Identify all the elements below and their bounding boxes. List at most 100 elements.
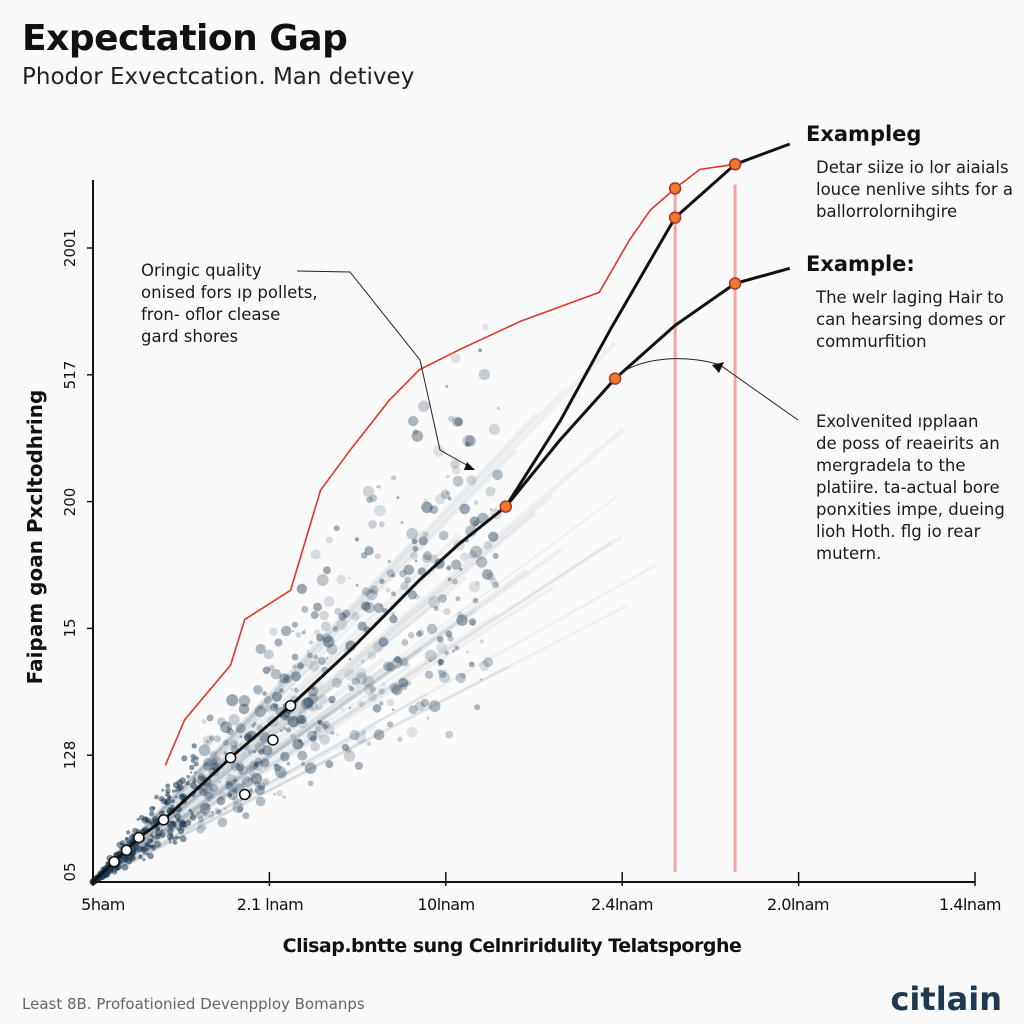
scatter-point — [309, 640, 314, 645]
scatter-point — [321, 720, 330, 729]
scatter-point — [363, 683, 375, 695]
scatter-point — [253, 762, 259, 767]
scatter-point — [223, 751, 228, 755]
scatter-point — [211, 767, 216, 771]
x-tick-label: 1.4lnam — [939, 895, 1001, 914]
scatter-point — [314, 629, 321, 636]
scatter-point — [322, 635, 335, 648]
scatter-point — [271, 691, 283, 702]
scatter-point — [148, 820, 153, 825]
scatter-point — [415, 701, 426, 712]
scatter-point — [341, 708, 344, 711]
scatter-point — [251, 723, 256, 728]
scatter-point — [280, 625, 292, 637]
scatter-point — [413, 593, 420, 600]
scatter-point — [444, 650, 449, 656]
scatter-point — [422, 553, 432, 563]
scatter-point — [199, 788, 208, 797]
scatter-point — [253, 685, 263, 695]
scatter-point — [454, 417, 464, 427]
fan-ray — [91, 568, 529, 884]
scatter-point — [446, 565, 452, 571]
scatter-point — [361, 659, 365, 664]
scatter-point — [378, 521, 385, 528]
scatter-point — [410, 551, 419, 560]
scatter-point — [218, 780, 221, 784]
scatter-point — [447, 577, 452, 582]
scatter-point — [227, 773, 231, 777]
scatter-point — [348, 706, 352, 709]
scatter-point — [258, 730, 270, 742]
scatter-point — [239, 735, 243, 739]
scatter-point — [235, 723, 246, 734]
scatter-point — [193, 761, 199, 767]
scatter-point — [440, 489, 451, 499]
scatter-point — [154, 794, 159, 800]
scatter-point — [355, 583, 359, 587]
scatter-point — [291, 629, 295, 633]
scatter-point — [452, 649, 455, 653]
scatter-point — [381, 682, 386, 687]
scatter-point — [120, 861, 123, 864]
scatter-point — [172, 839, 178, 845]
right-annotation-line: ponxities impe, dueing — [816, 500, 1005, 519]
scatter-point — [166, 810, 170, 814]
scatter-point — [376, 485, 379, 488]
scatter-point — [397, 736, 403, 742]
scatter-point — [297, 750, 308, 761]
scatter-point — [197, 772, 206, 781]
orange-marker — [668, 182, 682, 195]
scatter-point — [171, 789, 176, 793]
scatter-point — [273, 763, 282, 772]
scatter-point — [464, 442, 470, 448]
scatter-point — [309, 702, 319, 712]
fan-ray — [91, 493, 554, 884]
scatter-point — [252, 749, 257, 754]
scatter-point — [448, 415, 455, 422]
scatter-point — [466, 475, 477, 486]
right-annotation-leader — [614, 358, 799, 421]
right-annotation-line: de poss of reaeirits an — [816, 434, 1000, 453]
chart-title: Expectation Gap — [22, 18, 348, 59]
scatter-point — [317, 719, 322, 724]
scatter-point — [486, 572, 496, 582]
arrow-head-icon — [712, 362, 724, 373]
y-tick-label: 200 — [61, 487, 79, 517]
scatter-point — [258, 748, 265, 756]
scatter-point — [341, 609, 351, 618]
scatter-point — [438, 594, 448, 603]
scatter-point — [466, 651, 469, 654]
right-annotation: Exolvenited ıpplaan de poss of reaeirits… — [816, 411, 1005, 565]
scatter-point — [190, 753, 196, 760]
example1-line: Detar siize io lor aiaials — [816, 158, 1009, 177]
scatter-point — [317, 720, 324, 726]
right-annotation-line: mutern. — [816, 544, 882, 563]
scatter-point — [292, 738, 304, 750]
scatter-point — [253, 780, 260, 787]
scatter-point — [422, 551, 433, 561]
scatter-point — [451, 465, 461, 475]
white-marker — [224, 751, 237, 764]
scatter-point — [344, 669, 356, 681]
scatter-point — [189, 814, 197, 821]
scatter-point — [283, 675, 292, 684]
scatter-point — [245, 764, 252, 771]
scatter-point — [354, 761, 363, 770]
scatter-point — [325, 536, 334, 544]
scatter-point — [389, 682, 401, 694]
scatter-point — [208, 735, 215, 742]
scatter-point — [150, 833, 154, 837]
scatter-point — [399, 569, 407, 578]
scatter-point — [190, 782, 198, 790]
scatter-point — [429, 659, 432, 662]
scatter-point — [364, 546, 374, 556]
scatter-point — [278, 679, 283, 684]
scatter-point — [194, 771, 197, 774]
fan-ray — [92, 612, 498, 884]
scatter-point — [390, 573, 396, 578]
scatter-point — [179, 820, 187, 828]
scatter-point — [428, 596, 441, 608]
scatter-point — [293, 687, 299, 693]
chart-subtitle: Phodor Exvectcation. Man detivey — [22, 64, 415, 90]
